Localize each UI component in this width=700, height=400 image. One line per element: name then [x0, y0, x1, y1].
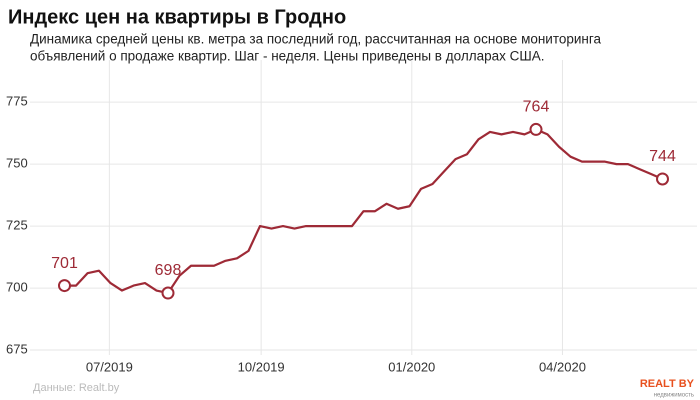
point-marker: [529, 122, 543, 136]
data-label: 744: [649, 148, 676, 165]
x-tick-label: 10/2019: [238, 359, 285, 374]
logo: REALT BY: [640, 378, 695, 390]
point-marker: [656, 172, 669, 186]
x-tick-label: 04/2020: [539, 359, 586, 374]
point-marker: [58, 279, 71, 293]
data-label: 764: [523, 99, 550, 116]
data-label: 701: [51, 255, 78, 272]
subtitle: Динамика средней цены кв. метра за после…: [30, 32, 602, 47]
chart-title: Индекс цен на квартиры в Гродно: [8, 6, 346, 28]
point-marker: [161, 286, 175, 300]
data-label: 698: [155, 262, 182, 279]
y-tick-label: 750: [6, 156, 28, 171]
logo-box: [632, 378, 696, 398]
y-tick-label: 675: [6, 341, 28, 356]
x-tick-label: 07/2019: [86, 359, 133, 374]
x-tick-label: 01/2020: [388, 359, 435, 374]
source: Данные: Realt.by: [33, 382, 120, 394]
logo-sub: недвижимость: [654, 393, 694, 399]
subtitle: объявлений о продаже квартир. Шаг - неде…: [30, 49, 544, 64]
y-tick-label: 775: [6, 94, 28, 109]
y-tick-label: 700: [6, 280, 28, 295]
y-tick-label: 725: [6, 218, 28, 233]
